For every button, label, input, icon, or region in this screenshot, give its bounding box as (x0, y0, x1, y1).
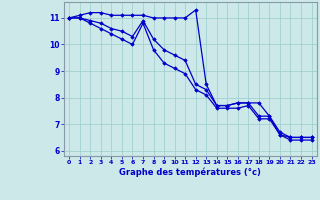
X-axis label: Graphe des températures (°c): Graphe des températures (°c) (119, 168, 261, 177)
